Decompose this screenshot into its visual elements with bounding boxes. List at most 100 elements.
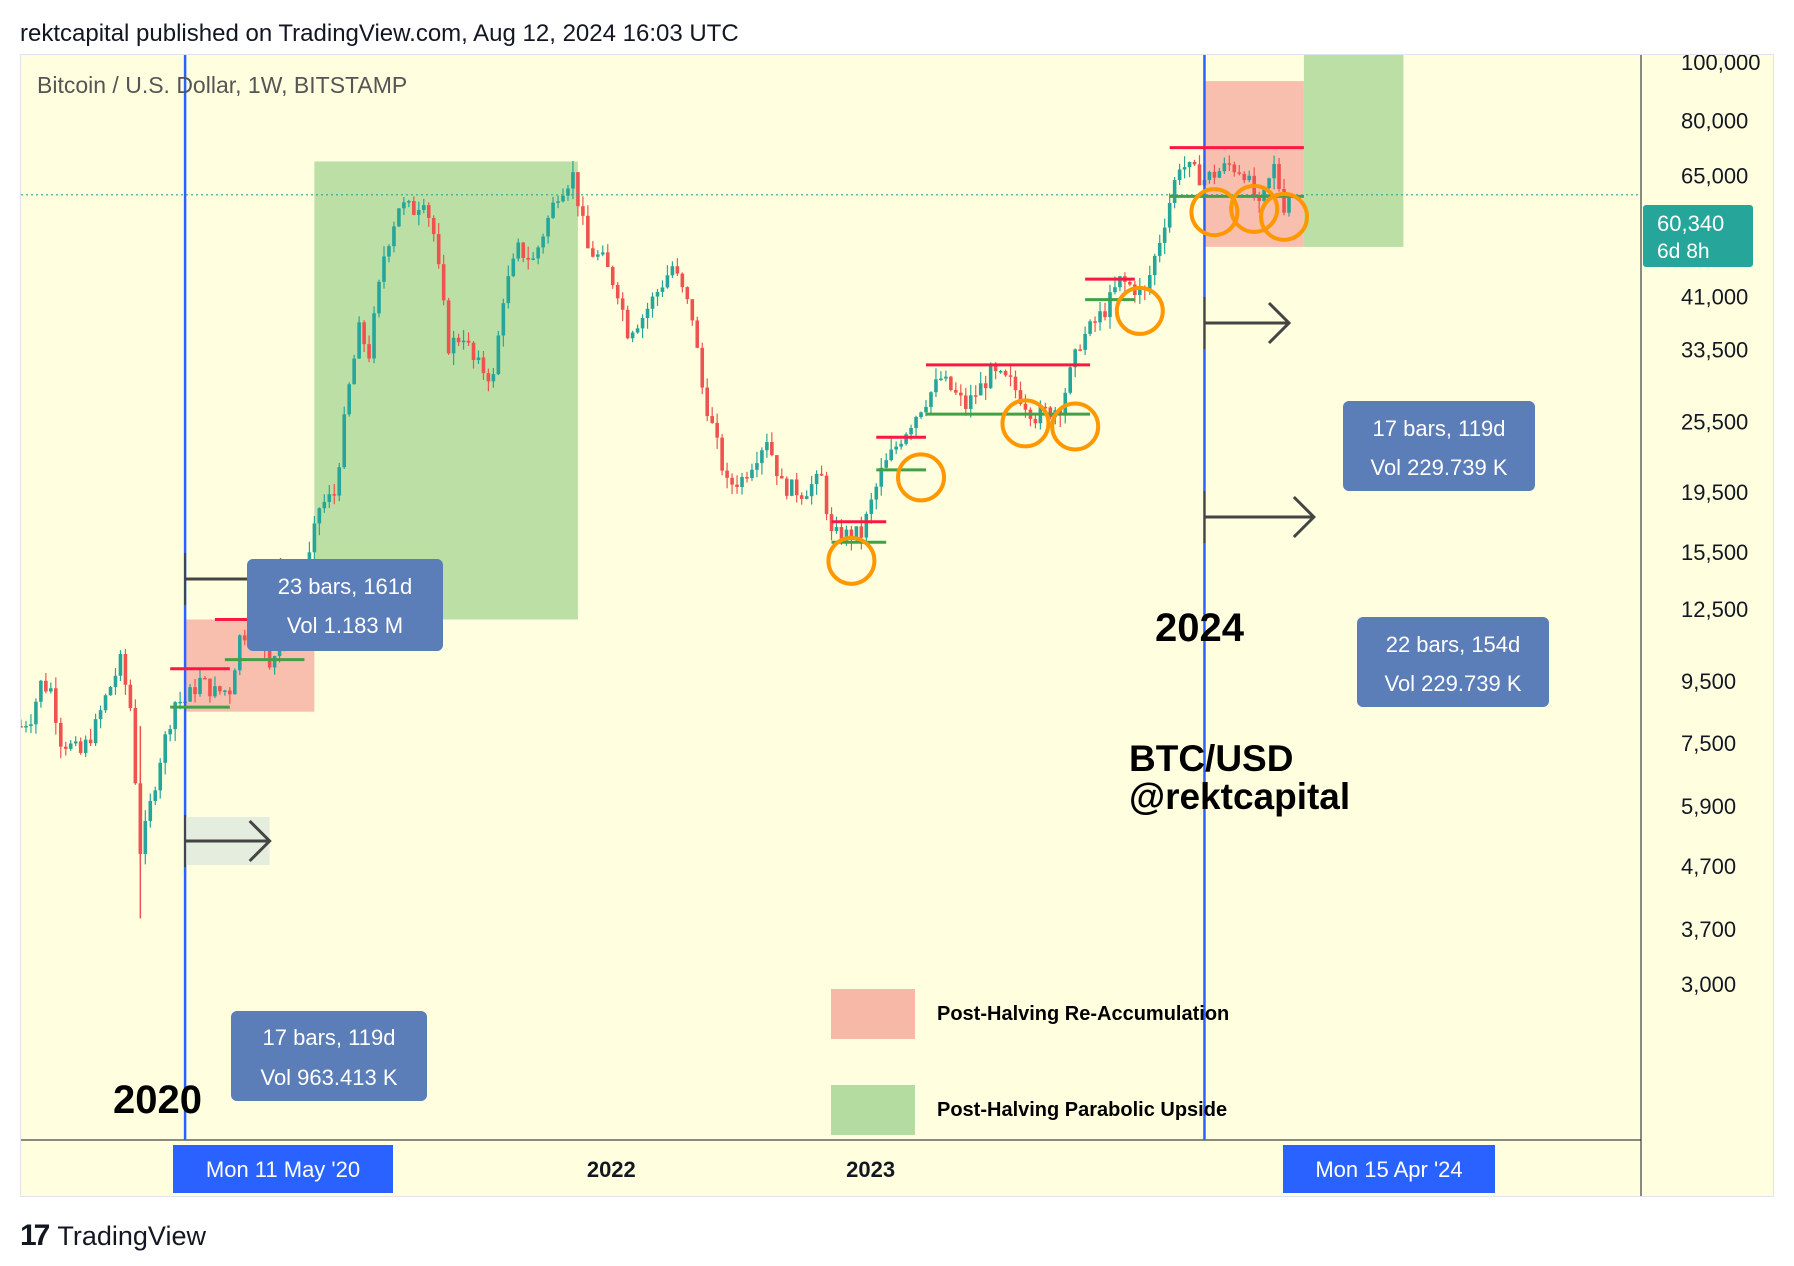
candle-down	[128, 684, 133, 708]
candle-down	[1078, 349, 1082, 351]
candle-up	[327, 494, 332, 502]
info-box-3-bars: 17 bars, 119d	[1373, 416, 1506, 441]
candle-up	[93, 719, 98, 744]
candle-down	[78, 741, 83, 753]
btc-chart[interactable]: Bitcoin / U.S. Dollar, 1W, BITSTAMP 2020…	[21, 55, 1774, 1197]
candle-up	[421, 205, 426, 211]
info-box-2-vol: Vol 963.413 K	[260, 1065, 397, 1090]
retest-circle	[896, 452, 947, 503]
candle-down	[695, 320, 700, 348]
watermark-handle: @rektcapital	[1129, 776, 1350, 817]
retest-circle	[1189, 187, 1240, 238]
candle-up	[322, 501, 327, 509]
candle-up	[103, 695, 108, 711]
candle-down	[426, 205, 431, 218]
candle-up	[372, 313, 376, 359]
candle-down	[1103, 311, 1107, 318]
candle-down	[63, 746, 68, 749]
candle-up	[899, 443, 903, 447]
candle-down	[481, 357, 486, 374]
candle-up	[1172, 180, 1177, 204]
chart-frame[interactable]: Bitcoin / U.S. Dollar, 1W, BITSTAMP 2020…	[20, 54, 1774, 1197]
candle-up	[158, 762, 163, 791]
candle-up	[516, 242, 521, 259]
candle-up	[968, 395, 973, 409]
candle-down	[973, 395, 978, 397]
y-tick-label: 9,500	[1681, 669, 1736, 694]
info-box-3[interactable]: 17 bars, 119d Vol 229.739 K	[1343, 401, 1535, 491]
candle-up	[347, 384, 351, 415]
candle-up	[556, 201, 560, 203]
candle-up	[546, 217, 550, 237]
candle-up	[944, 376, 948, 379]
y-axis[interactable]: 100,000 80,000 65,000 41,000 33,500 25,500 19,…	[1681, 55, 1761, 997]
candle-down	[859, 526, 864, 538]
candle-down	[486, 373, 491, 382]
candle-up	[750, 469, 754, 479]
candle-down	[1043, 406, 1048, 409]
candle-up	[894, 446, 898, 450]
candle-up	[417, 210, 421, 215]
candle-down	[1227, 163, 1232, 165]
y-tick-label: 15,500	[1681, 540, 1748, 565]
candle-up	[506, 276, 511, 304]
candle-up	[760, 450, 764, 464]
candle-down	[745, 477, 749, 479]
candle-up	[879, 467, 884, 487]
candle-up	[640, 318, 645, 329]
candle-down	[1093, 321, 1097, 323]
candle-up	[561, 195, 565, 202]
candle-up	[536, 247, 540, 259]
candle-up	[978, 383, 983, 396]
candle-down	[819, 473, 824, 476]
candle-up	[939, 378, 943, 381]
candle-down	[521, 242, 526, 258]
measure-arrow-3	[1203, 297, 1292, 349]
candle-down	[615, 284, 620, 299]
info-box-1-bars: 23 bars, 161d	[278, 574, 413, 599]
candle-down	[993, 365, 998, 372]
candle-up	[1088, 321, 1092, 334]
candle-up	[909, 427, 913, 435]
candle-down	[1282, 189, 1286, 213]
candle-down	[1023, 403, 1028, 410]
y-tick-label: 4,700	[1681, 854, 1736, 879]
candle-down	[21, 726, 23, 728]
candle-up	[889, 449, 893, 461]
candle-up	[1113, 287, 1117, 293]
halving-date-label-2020[interactable]: Mon 11 May '20	[173, 1145, 393, 1193]
candle-up	[655, 291, 660, 297]
candle-up	[600, 252, 605, 255]
candle-down	[829, 514, 834, 532]
info-box-2[interactable]: 17 bars, 119d Vol 963.413 K	[231, 1011, 427, 1101]
retest-circle	[1050, 401, 1101, 452]
candle-down	[576, 172, 580, 207]
candle-down	[88, 739, 93, 744]
tradingview-logo-icon: 17	[20, 1219, 50, 1252]
current-price-tag[interactable]: 60,340 6d 8h	[1643, 205, 1753, 267]
candle-down	[1003, 371, 1008, 376]
candle-up	[461, 340, 466, 343]
candle-down	[775, 455, 779, 477]
candle-down	[780, 476, 784, 479]
candle-down	[203, 677, 207, 680]
candle-up	[665, 275, 670, 288]
legend-swatch-reaccumulation	[831, 989, 915, 1039]
candle-down	[705, 387, 710, 417]
candle-down	[44, 680, 48, 692]
candle-down	[58, 722, 63, 747]
candle-up	[352, 358, 356, 385]
retest-circle	[1000, 398, 1051, 449]
candle-down	[959, 392, 963, 396]
info-box-4[interactable]: 22 bars, 154d Vol 229.739 K	[1357, 617, 1549, 707]
measure-arrow-2	[184, 815, 272, 867]
candle-down	[362, 322, 366, 345]
halving-date-label-2024[interactable]: Mon 15 Apr '24	[1283, 1145, 1495, 1193]
candle-down	[1033, 418, 1038, 424]
candle-up	[49, 688, 53, 692]
info-box-1[interactable]: 23 bars, 161d Vol 1.183 M	[247, 559, 443, 651]
candle-down	[824, 475, 829, 515]
candle-up	[934, 379, 938, 393]
retest-circle	[1114, 285, 1165, 336]
candle-up	[551, 202, 555, 218]
